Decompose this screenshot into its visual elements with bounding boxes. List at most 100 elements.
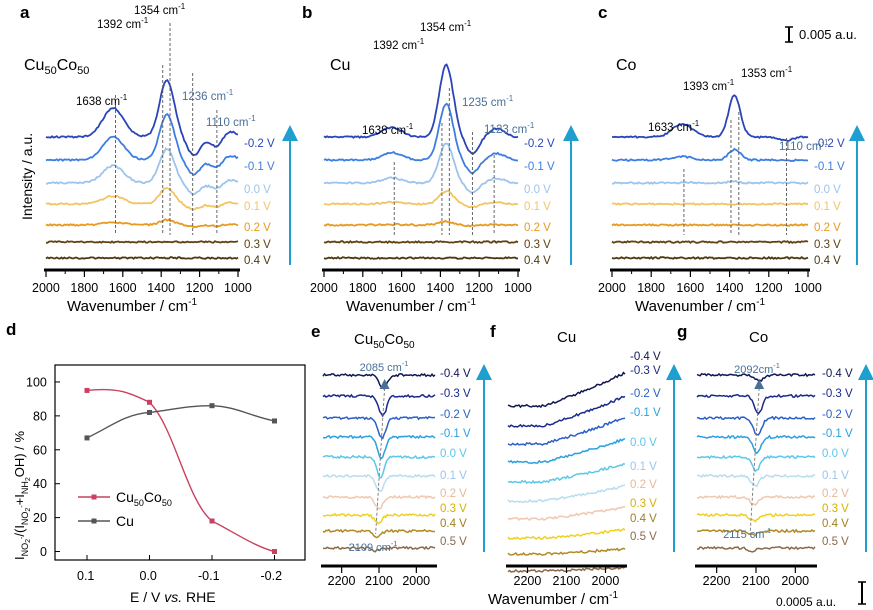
potential-label: 0.0 V: [244, 184, 271, 196]
data-point: [84, 387, 90, 393]
title-main: Cu: [24, 57, 44, 74]
potential-label: 0.0 V: [630, 437, 657, 449]
legend-sub: 50: [162, 498, 172, 508]
peak-label-text: 1354 cm: [134, 5, 178, 17]
legend-label: Cu50Co50: [116, 489, 172, 508]
potential-label: -0.1 V: [244, 161, 275, 173]
potential-label: 0.2 V: [822, 488, 849, 500]
y-axis-label-part: OH: [12, 458, 27, 478]
x-tick-label: 1000: [224, 281, 252, 295]
spectrum-line: [507, 547, 626, 557]
spectrum-line: [611, 255, 809, 261]
panel-label: g: [677, 322, 687, 341]
potential-label: -0.2 V: [630, 388, 661, 400]
peak-label: 1353 cm-1: [741, 65, 793, 80]
scale-bar-bottom-label: 0.0005 a.u.: [776, 595, 836, 609]
spectrum-line: [322, 415, 436, 440]
peak-label-text: 1354 cm: [420, 22, 464, 34]
spectrum-line: [507, 527, 626, 541]
potential-label: -0.3 V: [630, 365, 661, 377]
spectrum-line: [696, 372, 816, 382]
y-axis-label-part: NO: [20, 512, 30, 526]
title-main: Cu: [557, 329, 576, 346]
potential-label: -0.1 V: [630, 407, 661, 419]
x-tick-label: 1800: [349, 281, 377, 295]
spectrum-line: [507, 505, 626, 522]
potential-label: -0.3 V: [440, 388, 471, 400]
peak-label: 2092cm-1: [734, 361, 780, 376]
spectrum-line: [507, 437, 626, 464]
x-tick-label: 2100: [553, 574, 581, 588]
peak-label-sup: -1: [506, 94, 514, 103]
potential-label: 0.1 V: [630, 461, 657, 473]
y-tick-label: 0: [40, 545, 47, 559]
peak-label: 2085 cm-1: [360, 359, 409, 374]
x-axis-label: Wavenumber / cm-1: [67, 297, 197, 315]
potential-label: -0.1 V: [822, 428, 853, 440]
panel-a: a -0.2 V -0.1 V 0.0 V 0.1 V 0.2 V 0.3 V 0.4 V 16…: [19, 2, 298, 315]
spectrum-line: [611, 179, 809, 185]
x-axis-label: E / V vs. RHE: [130, 589, 216, 605]
potential-label: -0.2 V: [814, 138, 845, 150]
peak-label-sup: -1: [785, 65, 793, 74]
potential-label: 0.4 V: [630, 513, 657, 525]
legend-main: Cu: [116, 489, 134, 505]
data-point: [209, 518, 215, 524]
title-mid: Co: [384, 331, 403, 348]
spectrum-line: [323, 545, 436, 553]
potential-label: -0.4 V: [630, 351, 661, 363]
peak-label: 1638 cm-1: [76, 93, 128, 108]
spectrum-line: [696, 393, 816, 416]
spectrum-line: [507, 484, 626, 504]
spectrum-line: [45, 79, 239, 157]
peak-label-sup: -1: [821, 138, 829, 147]
peak-label-text: 2092cm: [734, 364, 773, 376]
panel-title: Cu50Co50: [354, 331, 415, 351]
potential-label: 0.4 V: [814, 255, 841, 267]
scale-bar-bottom: 0.0005 a.u.: [776, 581, 866, 609]
x-axis-label-sup: -1: [188, 297, 197, 308]
peak-label: 1393 cm-1: [683, 78, 735, 93]
spectrum-line: [323, 239, 519, 244]
peak-label-sup: -1: [120, 93, 128, 102]
peak-label: 1354 cm-1: [420, 19, 472, 34]
potential-label: -0.2 V: [440, 409, 471, 421]
panel-title: Cu50Co50: [24, 57, 89, 77]
peak-label-text: 1638 cm: [76, 96, 120, 108]
potential-label: 0.5 V: [630, 531, 657, 543]
title-sub: 50: [404, 340, 416, 351]
potential-label: 0.3 V: [814, 239, 841, 251]
spectrum-line: [322, 393, 436, 418]
x-tick-label: 2100: [365, 574, 393, 588]
potential-label: 0.0 V: [440, 448, 467, 460]
spectrum-line: [322, 454, 436, 479]
potential-label: -0.2 V: [524, 138, 555, 150]
potential-label: 0.2 V: [630, 479, 657, 491]
peak-label: 1354 cm-1: [134, 2, 186, 17]
peak-label-text: 1392 cm: [97, 19, 141, 31]
potential-label: 0.1 V: [822, 470, 849, 482]
x-tick-label: 1400: [426, 281, 454, 295]
x-tick-label: 2000: [598, 281, 626, 295]
spectrum-line: [697, 545, 816, 553]
spectrum-line: [322, 528, 435, 539]
y-tick-label: 80: [33, 409, 47, 423]
peak-label-sup: -1: [527, 121, 535, 130]
scale-bar-top: 0.005 a.u.: [785, 26, 857, 43]
peak-label-sup: -1: [727, 78, 735, 87]
peak-label-text: 1110 cm: [206, 117, 248, 129]
title-sub: 50: [44, 65, 56, 77]
peak-label: 1392 cm-1: [373, 37, 425, 52]
spectrum-line: [45, 112, 239, 176]
scale-bar-top-label: 0.005 a.u.: [799, 27, 857, 42]
peak-label-text: 1633 cm: [648, 122, 692, 134]
peak-label: 1235 cm-1: [462, 94, 514, 109]
peak-label-sup: -1: [178, 2, 186, 11]
panel-title: Co: [616, 57, 637, 74]
panel-d: d 0 20 40 60 80 100 0.1 0.0 -0.1 -0.2 E / V vs. RHE…: [6, 320, 282, 605]
peak-label-text: 1353 cm: [741, 68, 785, 80]
x-tick-label: 1600: [676, 281, 704, 295]
potential-label: 0.3 V: [440, 503, 467, 515]
x-axis-label-post: RHE: [182, 589, 215, 605]
potential-label: 0.3 V: [630, 498, 657, 510]
